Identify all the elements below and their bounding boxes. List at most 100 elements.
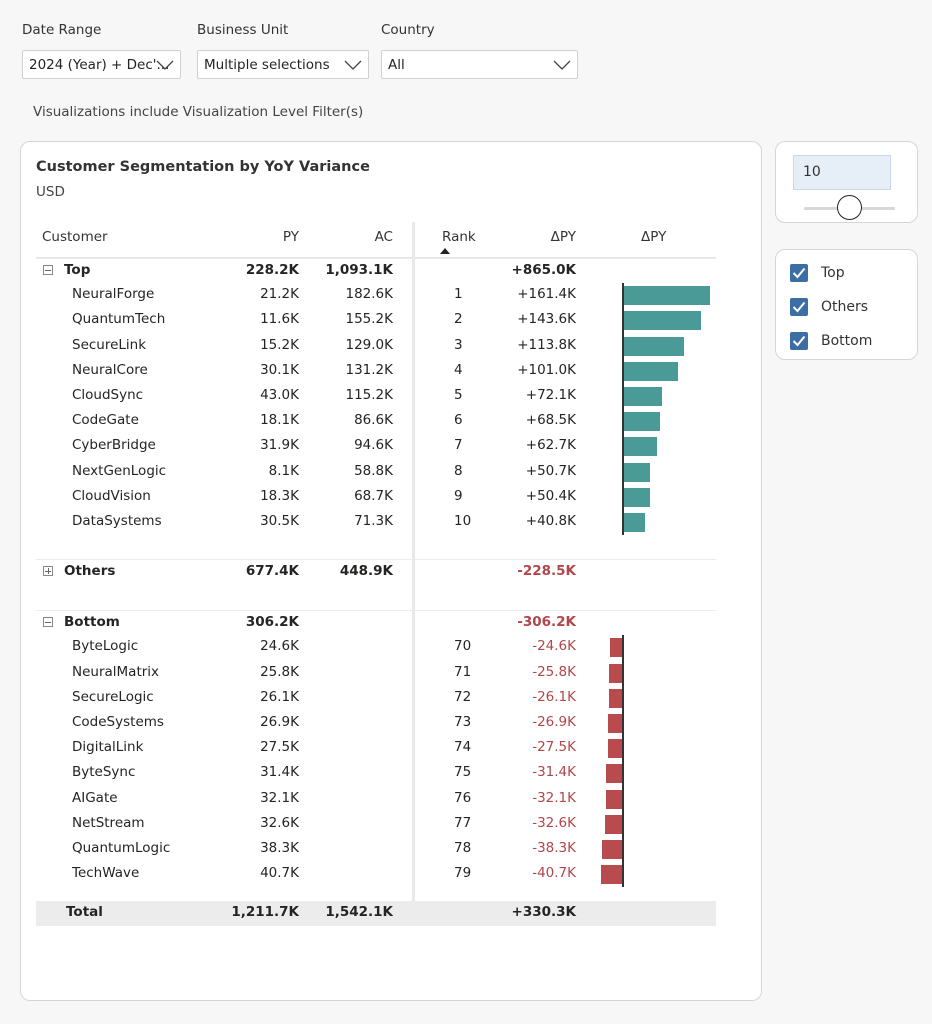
table-row[interactable]: DataSystems 30.5K 71.3K 10 +40.8K: [36, 509, 716, 536]
table-row[interactable]: DigitalLink 27.5K 74 -27.5K: [36, 736, 716, 762]
group-label: Bottom: [64, 614, 120, 631]
cell-dpy: +161.4K: [517, 286, 576, 303]
business-unit-dropdown[interactable]: Multiple selections: [197, 50, 369, 79]
table-row[interactable]: CloudVision 18.3K 68.7K 9 +50.4K: [36, 484, 716, 510]
table-row[interactable]: QuantumTech 11.6K 155.2K 2 +143.6K: [36, 308, 716, 334]
expand-icon[interactable]: [43, 566, 53, 577]
cell-py: 30.1K: [260, 361, 299, 378]
bar-axis: [622, 484, 624, 510]
header-py[interactable]: PY: [282, 229, 299, 245]
group-spacer: [36, 535, 716, 559]
header-rank[interactable]: Rank: [442, 229, 476, 245]
cell-py: 11.6K: [260, 311, 299, 328]
dpy-bar: [608, 739, 623, 759]
segment-option-others[interactable]: Others: [790, 297, 868, 317]
cell-rank: 3: [454, 336, 463, 353]
cell-ac: 71.3K: [354, 512, 393, 529]
filter-business-unit: Business Unit Multiple selections: [197, 22, 369, 79]
table-row[interactable]: NeuralCore 30.1K 131.2K 4 +101.0K: [36, 358, 716, 384]
cell-rank: 10: [454, 512, 472, 529]
table-row[interactable]: AIGate 32.1K 76 -32.1K: [36, 786, 716, 812]
dpy-bar: [623, 412, 660, 432]
bar-axis: [622, 509, 624, 536]
table-row[interactable]: QuantumLogic 38.3K 78 -38.3K: [36, 836, 716, 863]
bar-axis: [622, 711, 624, 737]
cell-py: 32.1K: [260, 789, 299, 806]
table-row[interactable]: ByteSync 31.4K 75 -31.4K: [36, 761, 716, 787]
bar-axis: [622, 283, 624, 309]
table-row[interactable]: CloudSync 43.0K 115.2K 5 +72.1K: [36, 383, 716, 410]
customer-name: SecureLogic: [72, 688, 154, 705]
header-dpy-bar[interactable]: ΔPY: [641, 229, 667, 245]
customer-name: ByteSync: [72, 764, 136, 781]
table-row[interactable]: NeuralForge 21.2K 182.6K 1 +161.4K: [36, 283, 716, 309]
table-row[interactable]: ByteLogic 24.6K 70 -24.6K: [36, 635, 716, 661]
bar-axis: [622, 333, 624, 359]
total-dpy: +330.3K: [511, 904, 576, 921]
cell-py: 32.6K: [260, 814, 299, 831]
group-row-bottom[interactable]: Bottom 306.2K -306.2K: [36, 610, 716, 635]
cell-rank: 2: [454, 311, 463, 328]
table-row[interactable]: CyberBridge 31.9K 94.6K 7 +62.7K: [36, 434, 716, 460]
checkbox-checked-icon[interactable]: [790, 298, 808, 316]
segmentation-table: Customer PY AC Rank ΔPY ΔPY Top 228.2K 1,0…: [36, 222, 716, 927]
card-subtitle: USD: [36, 184, 65, 200]
header-ac[interactable]: AC: [374, 229, 393, 245]
header-dpy[interactable]: ΔPY: [550, 229, 576, 245]
slider-thumb[interactable]: [837, 195, 862, 220]
dpy-bar: [623, 336, 685, 356]
checkbox-checked-icon[interactable]: [790, 264, 808, 282]
dpy-bar: [623, 286, 711, 306]
customer-name: QuantumTech: [72, 311, 166, 328]
collapse-icon[interactable]: [43, 265, 53, 275]
dpy-bar: [609, 663, 623, 683]
bar-axis: [622, 811, 624, 837]
cell-dpy: -24.6K: [532, 638, 576, 655]
total-py: 1,211.7K: [231, 904, 299, 921]
dropdown-value: All: [388, 56, 405, 73]
table-row[interactable]: SecureLogic 26.1K 72 -26.1K: [36, 685, 716, 711]
header-customer[interactable]: Customer: [42, 229, 108, 245]
dpy-bar: [608, 714, 623, 733]
bar-axis: [622, 660, 624, 686]
dpy-bar: [609, 638, 623, 658]
group-row-top[interactable]: Top 228.2K 1,093.1K +865.0K: [36, 258, 716, 283]
collapse-icon[interactable]: [43, 617, 53, 628]
cell-dpy: -31.4K: [532, 764, 576, 781]
segment-label: Top: [821, 265, 845, 281]
dpy-bar: [601, 865, 623, 885]
chevron-down-icon: [156, 60, 174, 70]
group-row-others[interactable]: Others 677.4K 448.9K -228.5K: [36, 559, 716, 584]
cell-py: 8.1K: [268, 462, 299, 479]
group-dpy: +865.0K: [511, 262, 576, 278]
table-row[interactable]: NextGenLogic 8.1K 58.8K 8 +50.7K: [36, 459, 716, 485]
table-row[interactable]: NeuralMatrix 25.8K 71 -25.8K: [36, 660, 716, 686]
top-n-input[interactable]: 10: [793, 155, 891, 190]
cell-dpy: -38.3K: [532, 839, 576, 856]
cell-py: 31.4K: [260, 764, 299, 781]
cell-rank: 9: [454, 487, 463, 504]
customer-name: TechWave: [72, 865, 140, 882]
cell-ac: 155.2K: [345, 311, 393, 328]
cell-dpy: -25.8K: [532, 663, 576, 680]
cell-ac: 94.6K: [354, 437, 393, 454]
table-row[interactable]: CodeSystems 26.9K 73 -26.9K: [36, 711, 716, 737]
table-row[interactable]: NetStream 32.6K 77 -32.6K: [36, 811, 716, 837]
dpy-bar: [606, 764, 623, 784]
table-row[interactable]: SecureLink 15.2K 129.0K 3 +113.8K: [36, 333, 716, 359]
table-row[interactable]: CodeGate 18.1K 86.6K 6 +68.5K: [36, 409, 716, 435]
bar-axis: [622, 862, 624, 888]
total-ac: 1,542.1K: [325, 904, 393, 921]
country-dropdown[interactable]: All: [381, 50, 578, 79]
segment-option-bottom[interactable]: Bottom: [790, 331, 872, 351]
table-row[interactable]: TechWave 40.7K 79 -40.7K: [36, 862, 716, 888]
checkbox-checked-icon[interactable]: [790, 332, 808, 350]
date-range-dropdown[interactable]: 2024 (Year) + Dec'...: [22, 50, 181, 79]
total-label: Total: [66, 904, 103, 921]
cell-dpy: +62.7K: [525, 437, 576, 454]
dropdown-value: 2024 (Year) + Dec'...: [29, 56, 170, 73]
customer-name: CodeGate: [72, 412, 139, 429]
cell-py: 18.1K: [260, 412, 299, 429]
segment-option-top[interactable]: Top: [790, 263, 845, 283]
customer-name: DigitalLink: [72, 739, 144, 756]
